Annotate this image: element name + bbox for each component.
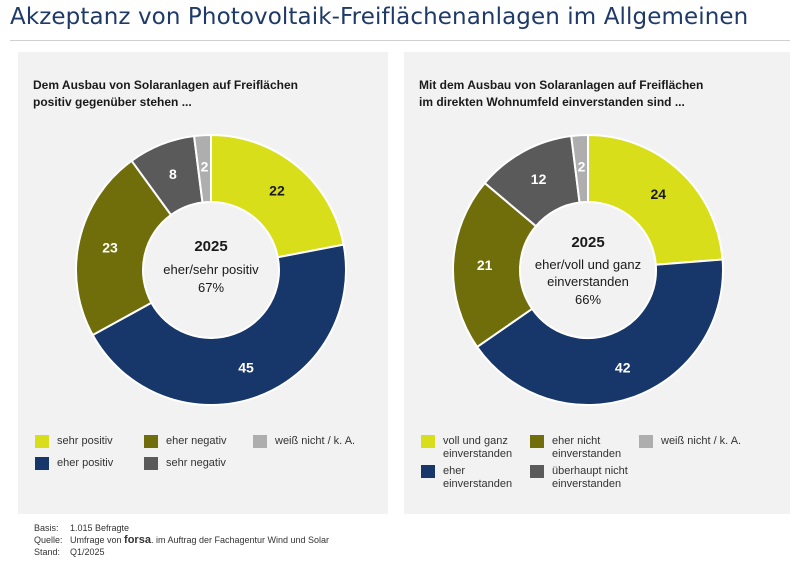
- slice-value-label: 21: [477, 257, 493, 273]
- legend-label: eher nicht einverstanden: [552, 435, 622, 460]
- donut-slice: [570, 133, 589, 204]
- slice-value-label: 2: [578, 159, 586, 175]
- legend-swatch: [421, 435, 435, 448]
- footer-date-key: Stand:: [34, 547, 61, 557]
- donut-slice: [587, 133, 724, 266]
- footer-source-key: Quelle:: [34, 535, 63, 545]
- donut-center-text: eher/voll und ganz: [535, 257, 641, 272]
- legend-swatch: [639, 435, 653, 448]
- donut-center-text: 66%: [575, 292, 601, 307]
- donut-slice: [192, 133, 212, 204]
- donut-slice: [475, 258, 724, 406]
- subtitle-line: Dem Ausbau von Solaranlagen auf Freifläc…: [33, 78, 298, 92]
- donut-chart-acceptance: 22 45 23 8 2 2025 eher/sehr positiv 67%: [75, 133, 347, 406]
- slice-value-label: 2: [201, 159, 209, 175]
- donut-center-text: eher/sehr positiv: [163, 262, 259, 277]
- legend-label: sehr negativ: [166, 457, 226, 469]
- legend-label: überhaupt nicht einverstanden: [552, 465, 628, 490]
- legend-swatch: [530, 435, 544, 448]
- donut-center-text: 67%: [198, 280, 224, 295]
- slice-value-label: 8: [169, 166, 177, 182]
- legend-swatch: [144, 457, 158, 470]
- donut-slice: [210, 133, 345, 259]
- donut-slice: [452, 181, 538, 349]
- chart-subtitle: Dem Ausbau von Solaranlagen auf Freifläc…: [33, 77, 383, 111]
- footer-basis-value: 1.015 Befragte: [70, 523, 130, 533]
- donut-chart-neighborhood: 24 42 21 12 2 2025 eher/voll und ganz einversta…: [452, 133, 724, 406]
- legend-swatch: [530, 465, 544, 478]
- slice-value-label: 23: [102, 239, 118, 255]
- donut-slice: [91, 243, 347, 406]
- donut-center-text: 2025: [194, 238, 227, 255]
- page-title: Akzeptanz von Photovoltaik-Freiflächenan…: [10, 4, 749, 30]
- legend-swatch: [144, 435, 158, 448]
- legend-label: voll und ganz einverstanden: [443, 435, 513, 460]
- legend-label: eher einverstanden: [443, 465, 513, 490]
- footer-date-value: Q1/2025: [70, 547, 105, 557]
- legend-label: eher negativ: [166, 435, 227, 447]
- chart-panel-right: Mit dem Ausbau von Solaranlagen auf Frei…: [404, 52, 790, 514]
- subtitle-line: Mit dem Ausbau von Solaranlagen auf Frei…: [419, 78, 704, 92]
- subtitle-line: positiv gegenüber stehen ...: [33, 95, 192, 109]
- title-divider: [10, 40, 790, 41]
- footer-source-post: . im Auftrag der Fachagentur Wind und So…: [150, 535, 330, 545]
- legend-label: sehr positiv: [57, 435, 113, 447]
- source-footer: Basis: 1.015 Befragte Quelle: Umfrage vo…: [34, 522, 329, 558]
- slice-value-label: 45: [238, 359, 254, 375]
- chart-subtitle: Mit dem Ausbau von Solaranlagen auf Frei…: [419, 77, 769, 111]
- footer-source-pre: Umfrage von: [70, 535, 122, 545]
- donut-center-text: einverstanden: [547, 274, 629, 289]
- donut-center-text: 2025: [571, 234, 604, 251]
- subtitle-line: im direkten Wohnumfeld einverstanden sin…: [419, 95, 685, 109]
- slice-value-label: 42: [615, 360, 631, 376]
- legend-swatch: [421, 465, 435, 478]
- donut-slice: [75, 159, 173, 337]
- legend-label: weiß nicht / k. A.: [275, 435, 356, 447]
- legend-swatch: [35, 435, 49, 448]
- slice-value-label: 22: [269, 182, 285, 198]
- forsa-logo: forsa: [124, 534, 151, 546]
- legend-label: eher positiv: [57, 457, 114, 469]
- legend-label: weiß nicht / k. A.: [661, 435, 742, 447]
- legend-swatch: [35, 457, 49, 470]
- legend-swatch: [253, 435, 267, 448]
- slice-value-label: 24: [650, 186, 666, 202]
- slice-value-label: 12: [531, 171, 547, 187]
- footer-basis-key: Basis:: [34, 523, 59, 533]
- chart-panel-left: Dem Ausbau von Solaranlagen auf Freifläc…: [18, 52, 388, 514]
